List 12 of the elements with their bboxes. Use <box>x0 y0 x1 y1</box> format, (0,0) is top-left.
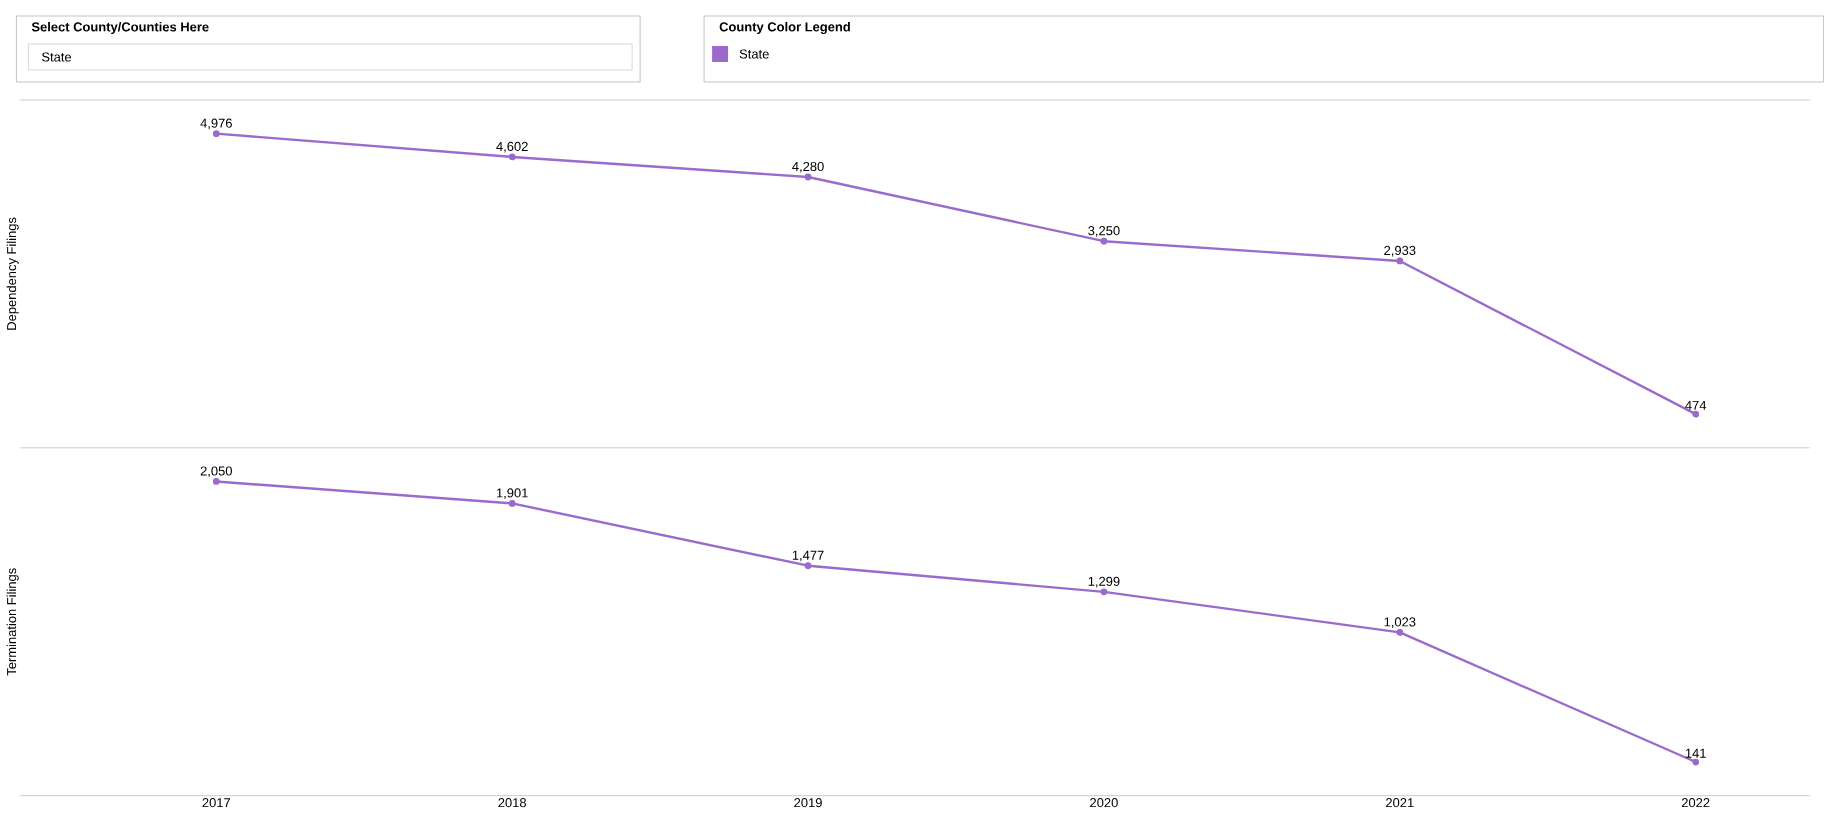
point <box>1100 237 1108 245</box>
point <box>212 478 220 486</box>
point <box>1396 257 1404 265</box>
point <box>508 153 516 161</box>
point <box>1100 588 1108 596</box>
point <box>1692 758 1700 766</box>
point <box>804 173 812 181</box>
point <box>804 562 812 570</box>
point <box>1396 629 1404 636</box>
point <box>1692 410 1700 418</box>
point <box>508 500 516 507</box>
point <box>212 130 220 138</box>
